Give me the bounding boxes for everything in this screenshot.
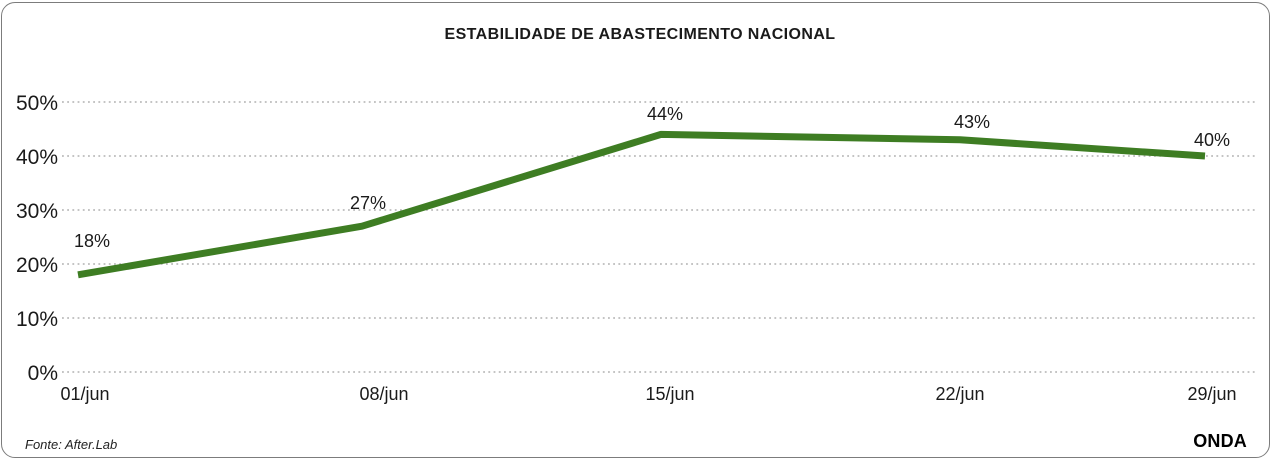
y-axis-tick-label: 20% xyxy=(16,254,58,277)
y-axis-tick-label: 30% xyxy=(16,200,58,223)
chart-title: ESTABILIDADE DE ABASTECIMENTO NACIONAL xyxy=(444,26,836,43)
data-point-label: 18% xyxy=(74,231,110,251)
data-point-label: 40% xyxy=(1194,130,1230,150)
x-axis-tick-label: 01/jun xyxy=(60,384,109,404)
x-axis-tick-label: 15/jun xyxy=(645,384,694,404)
y-axis-tick-label: 50% xyxy=(16,92,58,115)
y-axis-tick-label: 10% xyxy=(16,308,58,331)
chart-card xyxy=(1,2,1270,458)
brand-logo: ONDA xyxy=(1193,431,1247,451)
y-axis-tick-label: 40% xyxy=(16,146,58,169)
data-point-label: 44% xyxy=(647,104,683,124)
x-axis-tick-label: 22/jun xyxy=(935,384,984,404)
x-axis-tick-label: 29/jun xyxy=(1187,384,1236,404)
x-axis-tick-label: 08/jun xyxy=(359,384,408,404)
source-label: Fonte: After.Lab xyxy=(25,437,118,452)
y-axis-tick-label: 0% xyxy=(28,362,58,385)
data-point-label: 27% xyxy=(350,193,386,213)
trend-line xyxy=(77,130,1206,279)
data-point-label: 43% xyxy=(954,112,990,132)
